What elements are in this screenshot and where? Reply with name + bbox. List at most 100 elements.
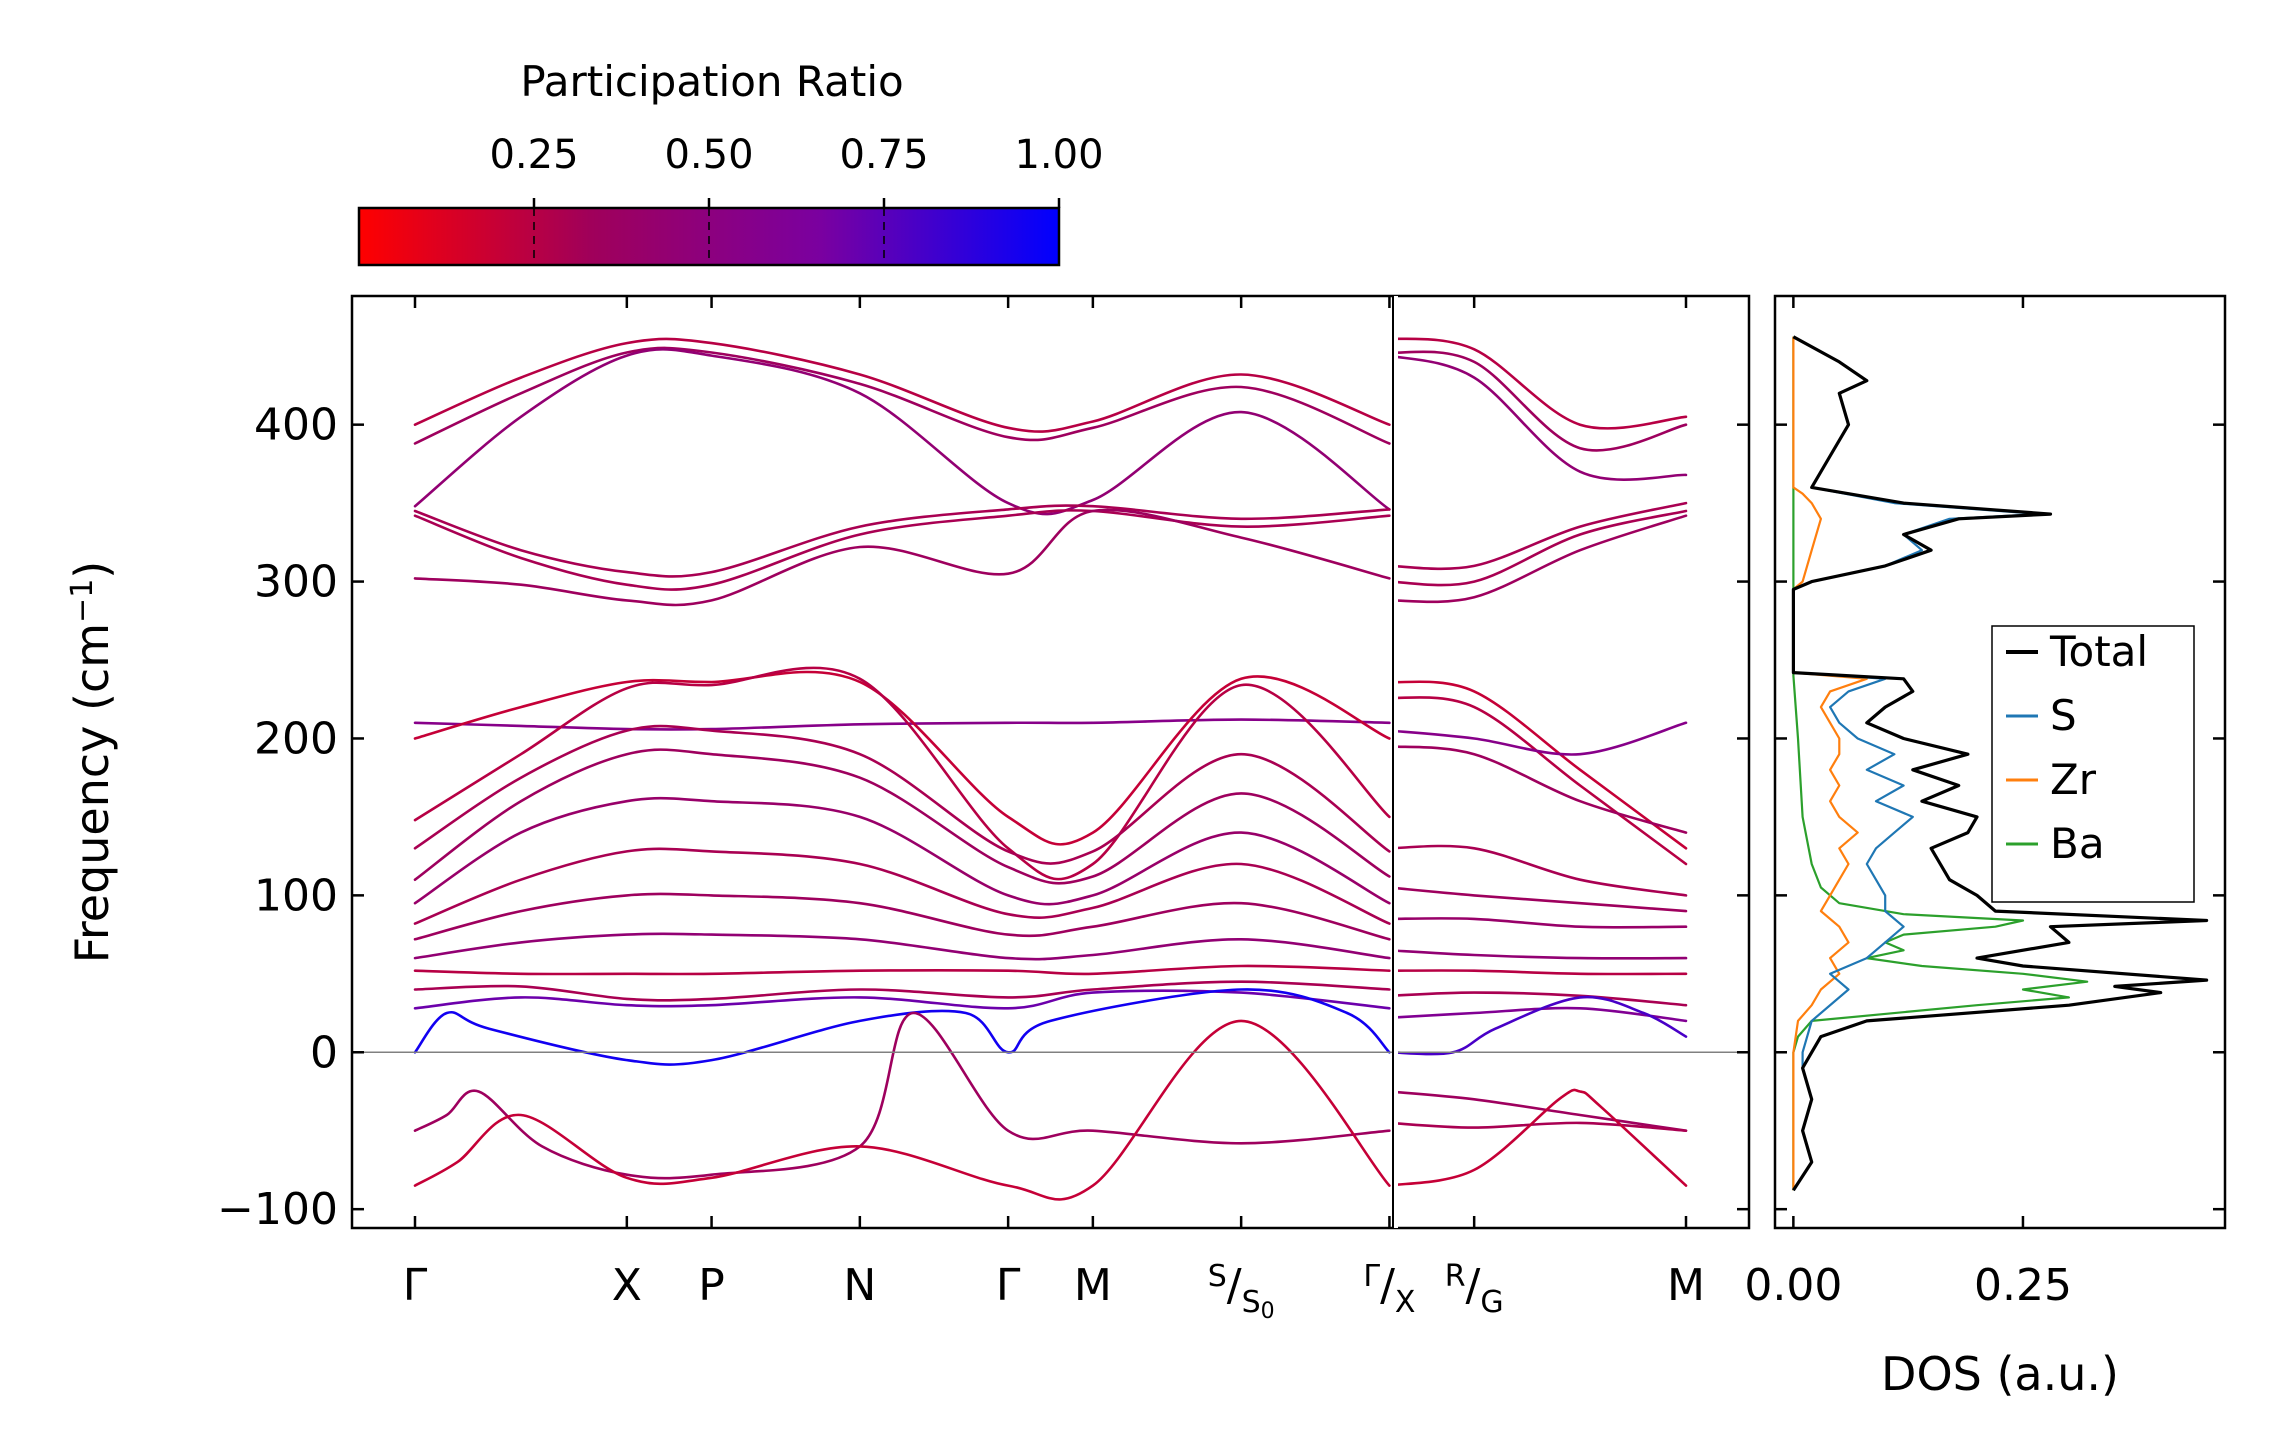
dos-series-total [1791,335,2209,1192]
phonon-band [1395,1090,1688,1132]
phonon-band [413,337,1391,433]
x-tick-label: M [1667,1260,1705,1311]
dos-x-axis-label: DOS (a.u.) [1881,1347,2119,1401]
x-tick-label: Γ [403,1260,428,1311]
dos-lines [1791,335,2209,1192]
phonon-band [413,796,1391,906]
x-tick-label: Γ [996,1260,1021,1311]
phonon-band [1395,949,1688,960]
phonon-band [1395,350,1688,452]
phonon-band [1395,509,1688,587]
legend-label: S [2050,691,2077,740]
dos-plot: 0.00 0.25 DOS (a.u.) Total S Zr Ba [1744,294,2227,1401]
legend-label: Total [2049,627,2148,676]
phonon-band [413,989,1391,1010]
band-lines-segment-1 [413,337,1391,1201]
x-tick-label: X [612,1260,642,1311]
x-tick-label: P [698,1260,725,1311]
phonon-band [1395,745,1688,834]
phonon-band [413,988,1391,1066]
dos-series-zr [1792,336,1868,1191]
phonon-band [413,1011,1391,1180]
x-tick-label-bottom: G [1480,1285,1503,1320]
x-tick-label-slash: / [1380,1260,1395,1311]
x-tick-label-slash: / [1466,1260,1481,1311]
phonon-band [413,346,1391,445]
colorbar-tick-label: 1.00 [1014,132,1103,178]
legend-label: Zr [2050,755,2097,804]
x-tick-label-top: R [1445,1259,1466,1294]
phonon-band [413,348,1391,516]
y-tick-label: 400 [254,400,338,451]
phonon-band [1395,1088,1688,1187]
phonon-band [413,748,1391,885]
phonon-band [413,964,1391,976]
dos-ticks: 0.00 0.25 [1744,296,2225,1311]
phonon-band [413,847,1391,925]
phonon-band [413,718,1391,731]
y-axis-label: Frequency (cm−1) [65,561,119,964]
phonon-band [413,666,1391,881]
y-axis-label-text: Frequency (cm [65,623,119,963]
phonon-band [413,504,1391,578]
phonon-band [413,932,1391,961]
y-tick-label: 0 [310,1027,338,1078]
phonon-band [413,724,1391,865]
legend-label: Ba [2050,819,2105,868]
colorbar-ticks: 0.25 0.50 0.75 1.00 [489,132,1104,265]
phonon-band [1395,991,1688,1007]
y-axis-label-close: ) [65,561,119,579]
dos-series-ba [1792,336,2089,1191]
y-tick-label: −100 [217,1184,338,1235]
dos-axes [1773,294,2227,1230]
x-tick-label-slash: / [1227,1260,1242,1311]
phonon-band [413,892,1391,941]
band-axes [350,294,1751,1230]
phonon-band [1395,721,1688,756]
legend-frame [1991,625,2195,903]
colorbar-tick-label: 0.25 [489,132,578,178]
x-tick-label: N [843,1260,876,1311]
colorbar-tick-label: 0.50 [664,132,753,178]
colorbar-tick-label: 0.75 [839,132,928,178]
band-axes-frame [350,294,1751,1230]
phonon-band [1395,886,1688,913]
colorbar-title: Participation Ratio [520,57,903,106]
legend: Total S Zr Ba [1991,625,2195,903]
x-tick-label: S/S0 [1208,1259,1275,1324]
band-lines-segment-2 [1395,337,1688,1187]
phonon-band [1395,1006,1688,1023]
x-tick-label-bottom: X [1395,1285,1416,1320]
phonon-band [1395,680,1688,850]
phonon-band [1395,514,1688,604]
x-tick-label-top: Γ [1363,1259,1380,1294]
y-axis-label-exponent: −1 [65,579,100,623]
x-ticks: Γ X P N Γ M S/S0Γ/XR/G M [403,296,1705,1324]
y-tick-label: 200 [254,713,338,764]
phonon-band [1395,355,1688,481]
x-tick-label: M [1074,1260,1112,1311]
x-tick-label-bottom: S [1242,1285,1261,1320]
phonon-band [1395,501,1688,571]
y-ticks: −100 0 100 200 300 400 [217,400,1749,1235]
phonon-band [1395,917,1688,929]
y-tick-label: 300 [254,557,338,608]
x-tick-label: R/G [1445,1259,1504,1320]
phonon-band [1395,844,1688,897]
dos-axes-frame [1773,294,2227,1230]
phonon-band [413,509,1391,591]
x-tick-label: Γ/X [1363,1259,1415,1320]
phonon-band [413,1019,1391,1201]
x-tick-label-top: S [1208,1259,1227,1294]
y-tick-label: 100 [254,870,338,921]
x-tick-label-subscript: 0 [1261,1299,1275,1324]
dos-x-tick-label: 0.25 [1974,1260,2072,1311]
phonon-band [413,670,1391,846]
phonon-band [1395,969,1688,976]
phonon-band [1395,337,1688,430]
phonon-band [1395,995,1688,1056]
phonon-band [413,980,1391,1002]
colorbar: Participation Ratio 0.25 0.50 0.75 1.00 [357,57,1104,267]
